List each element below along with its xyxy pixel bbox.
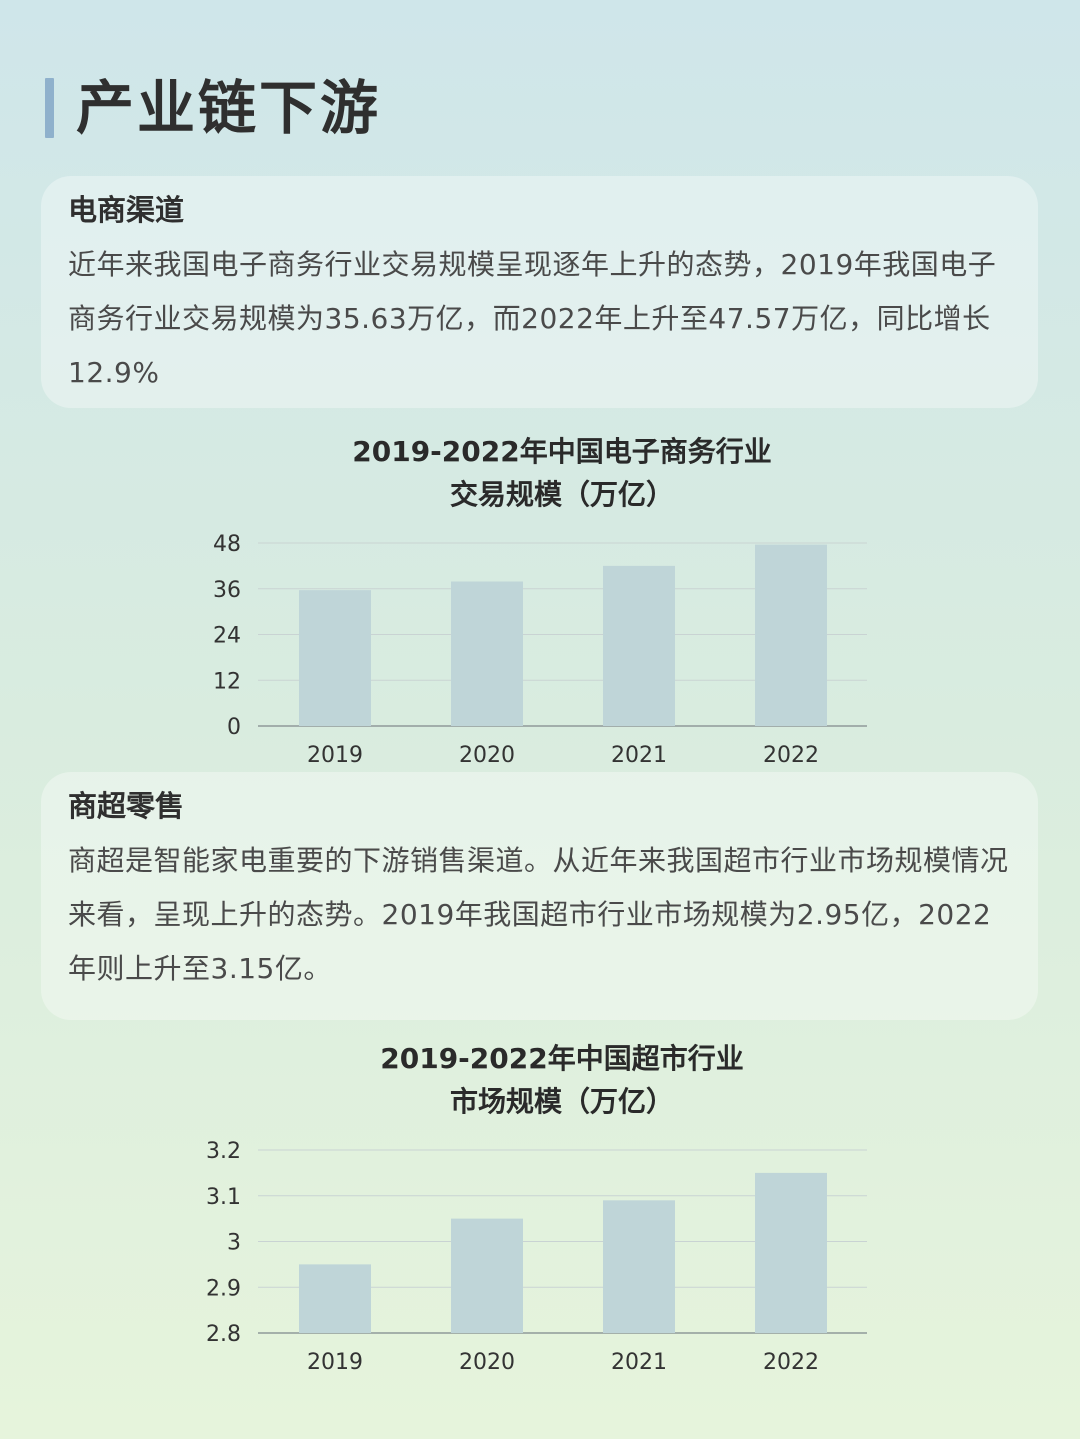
y-tick-label: 3 bbox=[227, 1231, 241, 1256]
supermarket-body: 商超是智能家电重要的下游销售渠道。从近年来我国超市行业市场规模情况来看，呈现上升… bbox=[68, 844, 1009, 985]
x-tick-label: 2020 bbox=[459, 743, 515, 768]
chart-title-line-1: 2019-2022年中国电子商务行业 bbox=[352, 435, 771, 468]
x-tick-label: 2021 bbox=[611, 1350, 667, 1375]
bar-2022 bbox=[755, 1172, 827, 1333]
ecommerce-body: 近年来我国电子商务行业交易规模呈现逐年上升的态势，2019年我国电子商务行业交易… bbox=[68, 248, 997, 389]
chart-title-line-2: 市场规模（万亿） bbox=[450, 1085, 674, 1118]
bar-2019 bbox=[299, 1264, 371, 1333]
chart-title-line-1: 2019-2022年中国超市行业 bbox=[380, 1042, 743, 1075]
chart-title-line-2: 交易规模（万亿） bbox=[450, 478, 674, 511]
y-tick-label: 24 bbox=[213, 624, 241, 649]
x-tick-label: 2020 bbox=[459, 1350, 515, 1375]
page-title: 产业链下游 bbox=[76, 74, 382, 142]
bar-2021 bbox=[603, 1200, 675, 1333]
bar-2019 bbox=[299, 590, 371, 726]
y-tick-label: 3.1 bbox=[206, 1185, 241, 1210]
y-tick-label: 12 bbox=[213, 669, 241, 694]
x-tick-label: 2019 bbox=[307, 743, 363, 768]
y-tick-label: 3.2 bbox=[206, 1139, 241, 1164]
ecommerce-card: 电商渠道 近年来我国电子商务行业交易规模呈现逐年上升的态势，2019年我国电子商… bbox=[41, 176, 1038, 408]
supermarket-card: 商超零售 商超是智能家电重要的下游销售渠道。从近年来我国超市行业市场规模情况来看… bbox=[41, 772, 1038, 1020]
x-tick-label: 2019 bbox=[307, 1350, 363, 1375]
y-tick-label: 2.9 bbox=[206, 1276, 241, 1301]
y-tick-label: 36 bbox=[213, 578, 241, 603]
y-tick-label: 0 bbox=[227, 715, 241, 740]
supermarket-heading: 商超零售 bbox=[68, 789, 185, 823]
x-tick-label: 2022 bbox=[763, 743, 819, 768]
bar-2022 bbox=[755, 544, 827, 726]
bar-2020 bbox=[451, 581, 523, 726]
ecommerce-heading: 电商渠道 bbox=[68, 193, 185, 227]
x-tick-label: 2021 bbox=[611, 743, 667, 768]
y-tick-label: 48 bbox=[213, 532, 241, 557]
x-tick-label: 2022 bbox=[763, 1350, 819, 1375]
y-tick-label: 2.8 bbox=[206, 1322, 241, 1347]
title-accent-bar bbox=[45, 78, 54, 138]
bar-2020 bbox=[451, 1218, 523, 1333]
bar-2021 bbox=[603, 565, 675, 726]
